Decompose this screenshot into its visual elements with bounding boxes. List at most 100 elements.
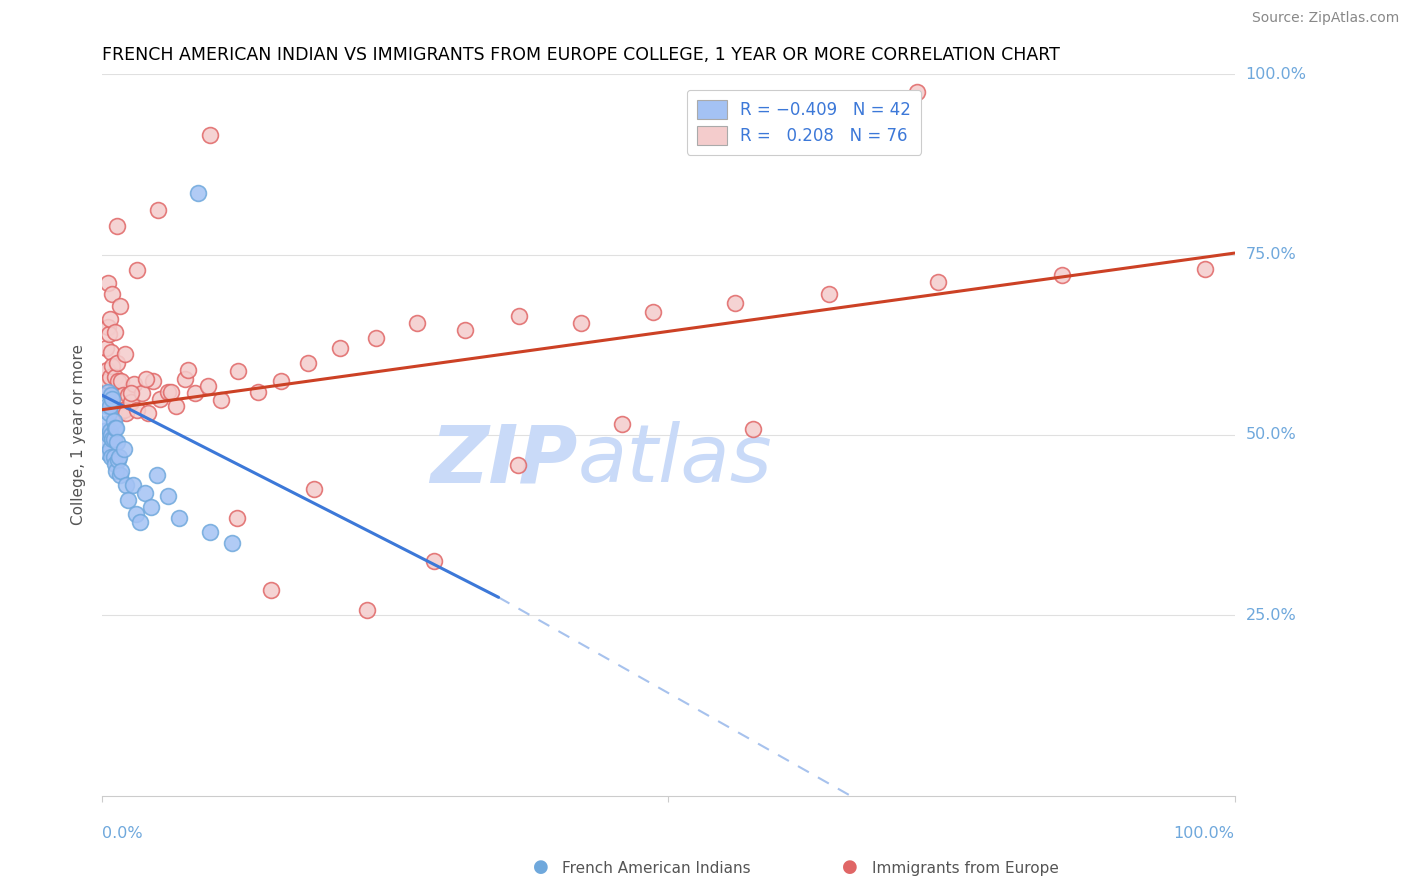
- Point: [105, 356, 128, 370]
- Point: [423, 554, 446, 568]
- Point: [98, 425, 121, 439]
- Point: [115, 406, 138, 420]
- Point: [198, 525, 221, 540]
- Point: [135, 371, 157, 385]
- Point: [187, 186, 209, 201]
- Point: [508, 309, 530, 323]
- Text: atlas: atlas: [578, 421, 772, 500]
- Point: [226, 364, 249, 378]
- Point: [1194, 262, 1216, 277]
- Point: [1052, 268, 1074, 282]
- Point: [127, 402, 149, 417]
- Point: [100, 450, 122, 464]
- Point: [120, 395, 142, 409]
- Point: [160, 384, 183, 399]
- Point: [366, 330, 388, 344]
- Point: [149, 392, 172, 406]
- Point: [97, 446, 120, 460]
- Point: [818, 287, 841, 301]
- Point: [107, 453, 129, 467]
- Point: [297, 356, 319, 370]
- Point: [105, 435, 128, 450]
- Text: 100.0%: 100.0%: [1174, 826, 1234, 841]
- Point: [302, 482, 325, 496]
- Point: [356, 602, 378, 616]
- Point: [569, 316, 592, 330]
- Point: [100, 428, 122, 442]
- Point: [177, 363, 200, 377]
- Point: [104, 457, 127, 471]
- Point: [120, 386, 142, 401]
- Point: [198, 128, 221, 143]
- Point: [98, 399, 121, 413]
- Point: [98, 370, 121, 384]
- Point: [173, 372, 195, 386]
- Point: [98, 442, 121, 457]
- Point: [142, 374, 165, 388]
- Point: [167, 511, 190, 525]
- Point: [134, 485, 156, 500]
- Point: [506, 458, 529, 473]
- Point: [641, 305, 664, 319]
- Point: [128, 515, 150, 529]
- Point: [101, 359, 124, 374]
- Point: [108, 406, 131, 420]
- Point: [125, 508, 148, 522]
- Point: [100, 399, 122, 413]
- Point: [136, 406, 159, 420]
- Point: [260, 583, 283, 598]
- Text: Immigrants from Europe: Immigrants from Europe: [872, 861, 1059, 876]
- Point: [108, 450, 131, 464]
- Point: [104, 464, 127, 478]
- Text: 75.0%: 75.0%: [1246, 247, 1296, 262]
- Point: [110, 464, 132, 478]
- Point: [131, 386, 153, 401]
- Legend: R = −0.409   N = 42, R =   0.208   N = 76: R = −0.409 N = 42, R = 0.208 N = 76: [688, 90, 921, 155]
- Point: [107, 374, 129, 388]
- Point: [94, 342, 117, 356]
- Text: ●: ●: [533, 858, 548, 876]
- Point: [97, 374, 120, 388]
- Point: [97, 319, 120, 334]
- Point: [927, 275, 949, 289]
- Point: [103, 432, 125, 446]
- Text: ZIP: ZIP: [430, 421, 578, 500]
- Point: [110, 300, 132, 314]
- Point: [145, 467, 167, 482]
- Point: [724, 296, 747, 310]
- Point: [98, 428, 121, 442]
- Text: 0.0%: 0.0%: [103, 826, 143, 841]
- Point: [907, 85, 929, 99]
- Point: [139, 500, 162, 515]
- Point: [146, 202, 169, 217]
- Point: [184, 386, 207, 401]
- Point: [406, 316, 429, 330]
- Point: [111, 388, 134, 402]
- Point: [96, 435, 118, 450]
- Point: [121, 478, 143, 492]
- Point: [127, 263, 149, 277]
- Point: [97, 384, 120, 399]
- Text: 50.0%: 50.0%: [1246, 427, 1296, 442]
- Text: 100.0%: 100.0%: [1246, 67, 1306, 81]
- Text: Source: ZipAtlas.com: Source: ZipAtlas.com: [1251, 11, 1399, 25]
- Point: [122, 377, 145, 392]
- Point: [226, 511, 249, 525]
- Point: [156, 384, 179, 399]
- Point: [96, 363, 118, 377]
- Point: [98, 326, 121, 341]
- Point: [96, 399, 118, 413]
- Point: [93, 425, 115, 439]
- Point: [247, 384, 270, 399]
- Point: [97, 277, 120, 291]
- Point: [329, 342, 352, 356]
- Point: [221, 536, 243, 550]
- Point: [165, 399, 187, 413]
- Point: [100, 388, 122, 402]
- Point: [110, 467, 132, 482]
- Text: French American Indians: French American Indians: [562, 861, 751, 876]
- Point: [101, 392, 124, 406]
- Point: [100, 345, 122, 359]
- Point: [104, 421, 127, 435]
- Point: [112, 402, 135, 417]
